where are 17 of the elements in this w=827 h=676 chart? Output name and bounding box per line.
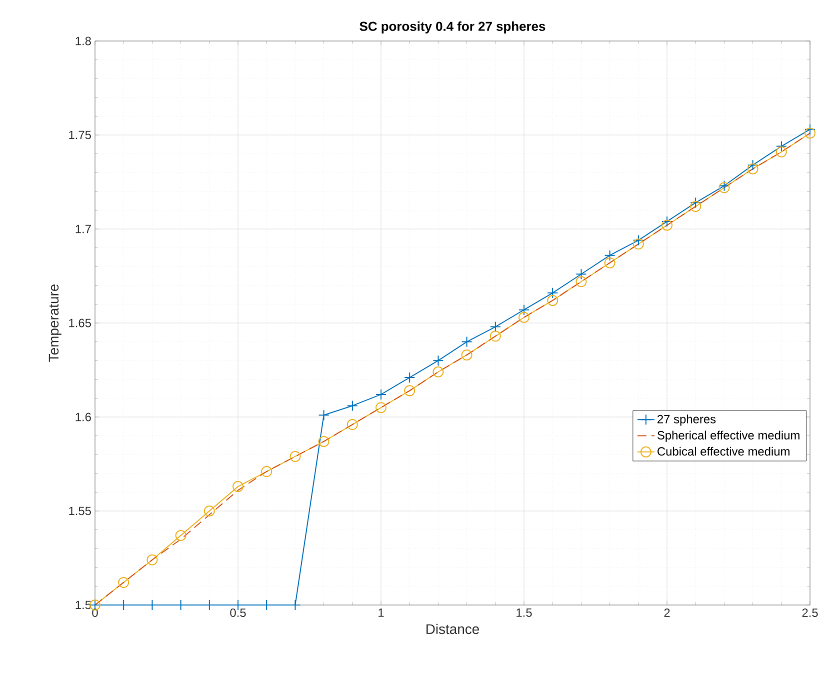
legend-label: 27 spheres <box>658 414 716 426</box>
x-tick-label: 1 <box>378 608 384 617</box>
y-tick-label: 1.65 <box>69 318 91 328</box>
y-tick-label: 1.7 <box>76 224 91 234</box>
y-axis-title: Temperature <box>48 284 62 362</box>
x-tick-label: 2.5 <box>802 608 818 617</box>
legend-label: Spherical effective medium <box>657 430 800 442</box>
x-axis-title: Distance <box>426 624 480 634</box>
legend-label: Cubical effective medium <box>658 446 790 456</box>
x-tick-label: 0.5 <box>230 608 246 617</box>
x-tick-label: 2 <box>664 608 670 617</box>
y-tick-label: 1.55 <box>69 506 91 516</box>
chart-title: SC porosity 0.4 for 27 spheres <box>360 21 546 34</box>
y-tick-label: 1.6 <box>76 412 91 422</box>
y-tick-label: 1.75 <box>69 130 91 140</box>
x-tick-label: 1.5 <box>516 608 532 617</box>
y-tick-label: 1.8 <box>76 36 91 46</box>
